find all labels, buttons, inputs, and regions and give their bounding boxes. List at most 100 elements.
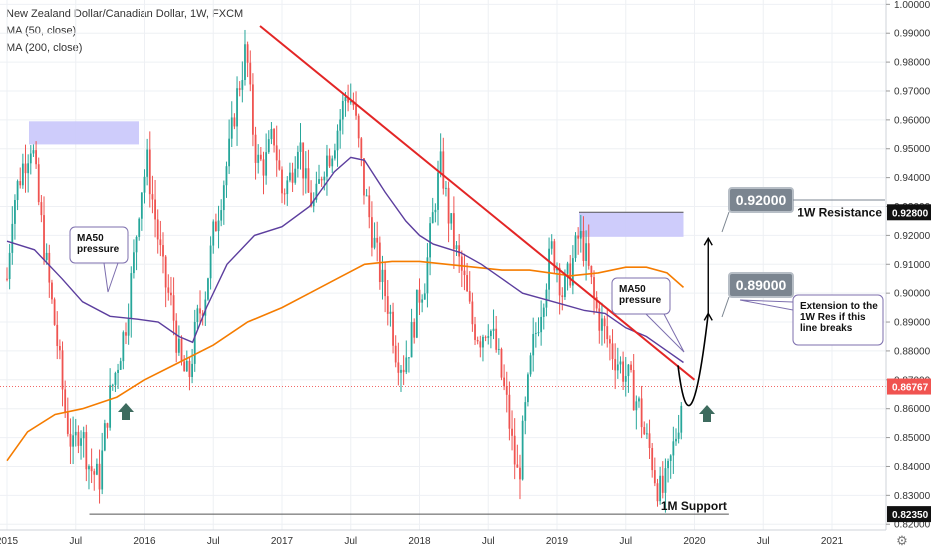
candle-body: [220, 210, 223, 221]
candle-body: [133, 252, 135, 274]
candle-body: [606, 326, 609, 340]
candle-body: [265, 152, 268, 176]
candle-body: [162, 245, 164, 257]
price-tick-label: 0.92000: [894, 231, 931, 242]
candle-body: [664, 468, 667, 493]
candle-body: [458, 245, 461, 257]
candle-body: [548, 248, 550, 290]
candle-body: [661, 475, 664, 493]
time-tick-label: 2016: [133, 536, 156, 547]
candle-body: [217, 220, 220, 232]
candle-body: [423, 293, 426, 300]
candle-body: [114, 372, 117, 385]
candle-body: [233, 117, 236, 127]
candle-body: [289, 172, 291, 181]
candle-body: [561, 295, 564, 298]
candle-body: [608, 339, 611, 344]
candle-body: [392, 311, 394, 346]
candle-body: [471, 301, 474, 325]
candle-body: [381, 269, 384, 283]
candle-body: [540, 316, 543, 333]
time-tick-label: Jul: [207, 536, 220, 547]
bullish-arrow-2020: [699, 405, 715, 422]
ma50-note-left-box: [69, 226, 129, 264]
candle-body: [529, 355, 532, 375]
candle-body: [140, 192, 143, 219]
candle-body: [558, 267, 561, 296]
candle-body: [130, 273, 133, 319]
candle-body: [222, 185, 225, 211]
price-tag-current-bg: [887, 378, 931, 395]
candle-body: [201, 313, 204, 316]
target-0-92-pointer: [721, 211, 730, 233]
candles: [6, 29, 683, 513]
extension-note-box: [792, 294, 884, 346]
candle-body: [344, 97, 347, 102]
candle-body: [487, 336, 490, 338]
candle-body: [310, 192, 312, 207]
candle-body: [296, 151, 299, 169]
candle-body: [14, 200, 16, 224]
candle-body: [442, 151, 445, 189]
ma50-note-left-line: MA50: [77, 233, 104, 244]
candle-body: [82, 432, 85, 439]
time-tick-label: Jul: [344, 536, 357, 547]
candle-body: [532, 333, 535, 356]
extension-note-line: 1W Res if this: [800, 312, 866, 323]
candle-body: [323, 176, 326, 181]
price-tick-label: 0.99000: [894, 29, 931, 40]
ma50-note-right-tail: [645, 313, 685, 353]
extension-note-line: line breaks: [800, 323, 853, 334]
candle-body: [214, 221, 217, 232]
price-tag-support-text: 0.82350: [892, 510, 929, 521]
candle-body: [577, 235, 580, 239]
candle-body: [53, 299, 56, 325]
candle-body: [569, 263, 572, 286]
candle-body: [172, 295, 175, 321]
candle-body: [207, 278, 209, 300]
candle-body: [365, 195, 368, 197]
price-axis: 1.00000 0.99000 0.98000 0.97000 0.96000 0.950…: [885, 0, 932, 550]
candle-body: [357, 115, 360, 139]
descending-trendline: [259, 25, 696, 381]
candle-body: [35, 150, 37, 165]
candle-body: [326, 155, 328, 177]
candle-body: [164, 256, 167, 288]
candle-body: [648, 433, 651, 449]
candle-body: [680, 405, 683, 433]
candle-body: [508, 394, 511, 429]
price-tag-support-bg: [887, 506, 931, 523]
candle-body: [90, 466, 93, 472]
bullish-arrow-2016: [118, 403, 134, 420]
time-tick-label: 2015: [0, 536, 19, 547]
price-tick-label: 0.83000: [894, 491, 931, 502]
candle-body: [188, 360, 191, 377]
candle-body: [143, 176, 146, 193]
candle-body: [286, 180, 289, 195]
candle-body: [111, 384, 114, 386]
candle-body: [320, 179, 323, 181]
candle-body: [445, 187, 447, 189]
candle-body: [571, 258, 574, 286]
candle-body: [437, 172, 439, 210]
candle-body: [109, 385, 112, 428]
price-tick-label: 0.89000: [894, 318, 931, 329]
candle-body: [635, 401, 638, 411]
candle-body: [497, 348, 500, 350]
candle-body: [616, 364, 619, 371]
candle-body: [400, 369, 402, 373]
target-0-92-text: 0.92000: [736, 192, 787, 208]
candle-body: [582, 230, 585, 261]
candle-body: [238, 88, 241, 90]
candle-body: [135, 236, 138, 253]
candle-body: [103, 423, 106, 451]
candle-body: [566, 263, 569, 274]
candle-body: [659, 475, 662, 502]
candle-body: [56, 324, 59, 347]
candle-body: [64, 389, 67, 413]
candle-body: [333, 150, 336, 159]
candle-body: [418, 289, 421, 303]
candle-body: [429, 223, 431, 258]
